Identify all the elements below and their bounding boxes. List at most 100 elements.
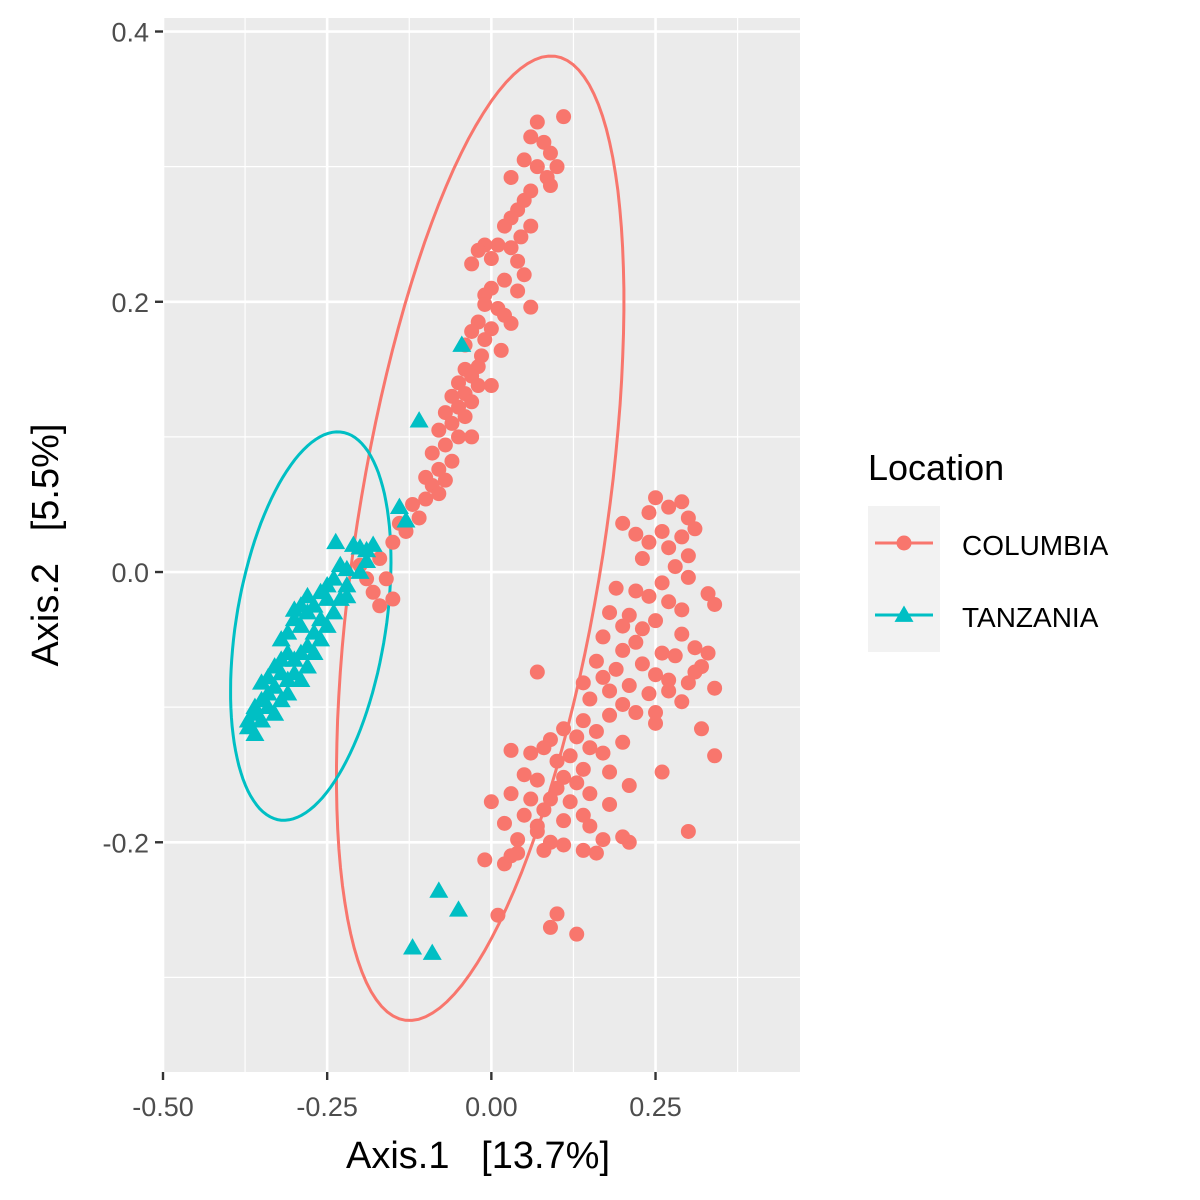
point-tanzania [271,663,291,681]
point-tanzania [278,643,298,660]
point-columbia [700,645,716,661]
point-columbia [608,580,624,596]
point-columbia [536,842,552,858]
point-columbia [569,729,585,745]
point-columbia [457,409,473,425]
point-columbia [674,529,690,545]
point-columbia [529,772,545,788]
point-columbia [582,786,598,802]
point-columbia [451,375,467,391]
point-columbia [523,218,539,234]
legend-label-tanzania: TANZANIA [962,602,1099,633]
point-tanzania [429,881,449,898]
point-tanzania [252,673,272,690]
point-columbia [667,648,683,664]
point-columbia [464,429,480,445]
point-columbia [582,691,598,707]
point-columbia [700,586,716,602]
point-columbia [556,837,572,853]
point-columbia [477,332,493,348]
point-tanzania [337,586,357,604]
point-columbia [661,594,677,610]
legend-key-circle-icon [896,535,912,551]
point-columbia [602,796,618,812]
point-tanzania [337,559,357,577]
point-columbia [575,713,591,729]
point-columbia [437,405,453,421]
data-points [238,109,723,960]
point-columbia [496,815,512,831]
legend: Location COLUMBIA TANZANIA [868,447,1109,652]
point-tanzania [324,569,344,586]
point-columbia [588,653,604,669]
point-columbia [411,510,427,526]
y-tick-label: -0.2 [102,828,149,858]
point-tanzania [245,724,265,742]
panel-background [163,18,800,1072]
point-tanzania [291,670,311,687]
point-columbia [674,494,690,510]
point-tanzania [317,589,337,606]
point-columbia [516,807,532,823]
point-columbia [503,848,519,864]
legend-label-columbia: COLUMBIA [962,530,1109,561]
point-tanzania [252,711,272,728]
point-columbia [687,521,703,537]
point-columbia [483,251,499,267]
point-columbia [628,634,644,650]
point-tanzania [265,704,285,721]
point-tanzania [304,643,324,660]
point-columbia [602,605,618,621]
point-columbia [628,583,644,599]
point-tanzania [357,551,377,569]
point-columbia [575,807,591,823]
point-columbia [503,240,519,256]
point-columbia [542,791,558,807]
point-columbia [615,829,631,845]
point-tanzania [409,411,429,428]
point-columbia [562,794,578,810]
point-columbia [464,394,480,410]
point-tanzania [326,532,346,550]
point-columbia [542,145,558,161]
point-columbia [687,640,703,656]
point-columbia [431,486,447,502]
point-columbia [529,664,545,680]
point-columbia [615,515,631,531]
point-columbia [575,842,591,858]
point-columbia [405,496,421,512]
point-tanzania [396,511,416,528]
point-columbia [437,472,453,488]
point-columbia [424,445,440,461]
point-tanzania [403,938,423,955]
point-columbia [385,534,401,550]
axes: -0.50 -0.25 0.00 0.25 -0.2 0.0 0.2 0.4 [102,18,681,1122]
point-columbia [667,559,683,575]
point-tanzania [311,630,331,647]
point-columbia [451,429,467,445]
point-columbia [575,675,591,691]
point-columbia [661,499,677,515]
point-columbia [674,626,690,642]
point-columbia [523,299,539,315]
point-tanzania [357,540,377,558]
legend-key-triangle-icon [894,605,914,622]
point-columbia [536,802,552,818]
point-tanzania [449,900,469,917]
point-columbia [654,523,670,539]
point-columbia [595,832,611,848]
point-columbia [707,596,723,612]
point-columbia [549,753,565,769]
point-columbia [529,114,545,130]
point-columbia [569,775,585,791]
point-columbia [569,926,585,942]
point-columbia [549,159,565,175]
point-columbia [464,256,480,272]
point-columbia [595,669,611,685]
point-columbia [661,672,677,688]
point-columbia [503,169,519,185]
point-columbia [372,598,388,614]
point-columbia [523,791,539,807]
point-columbia [549,780,565,796]
point-columbia [470,242,486,258]
